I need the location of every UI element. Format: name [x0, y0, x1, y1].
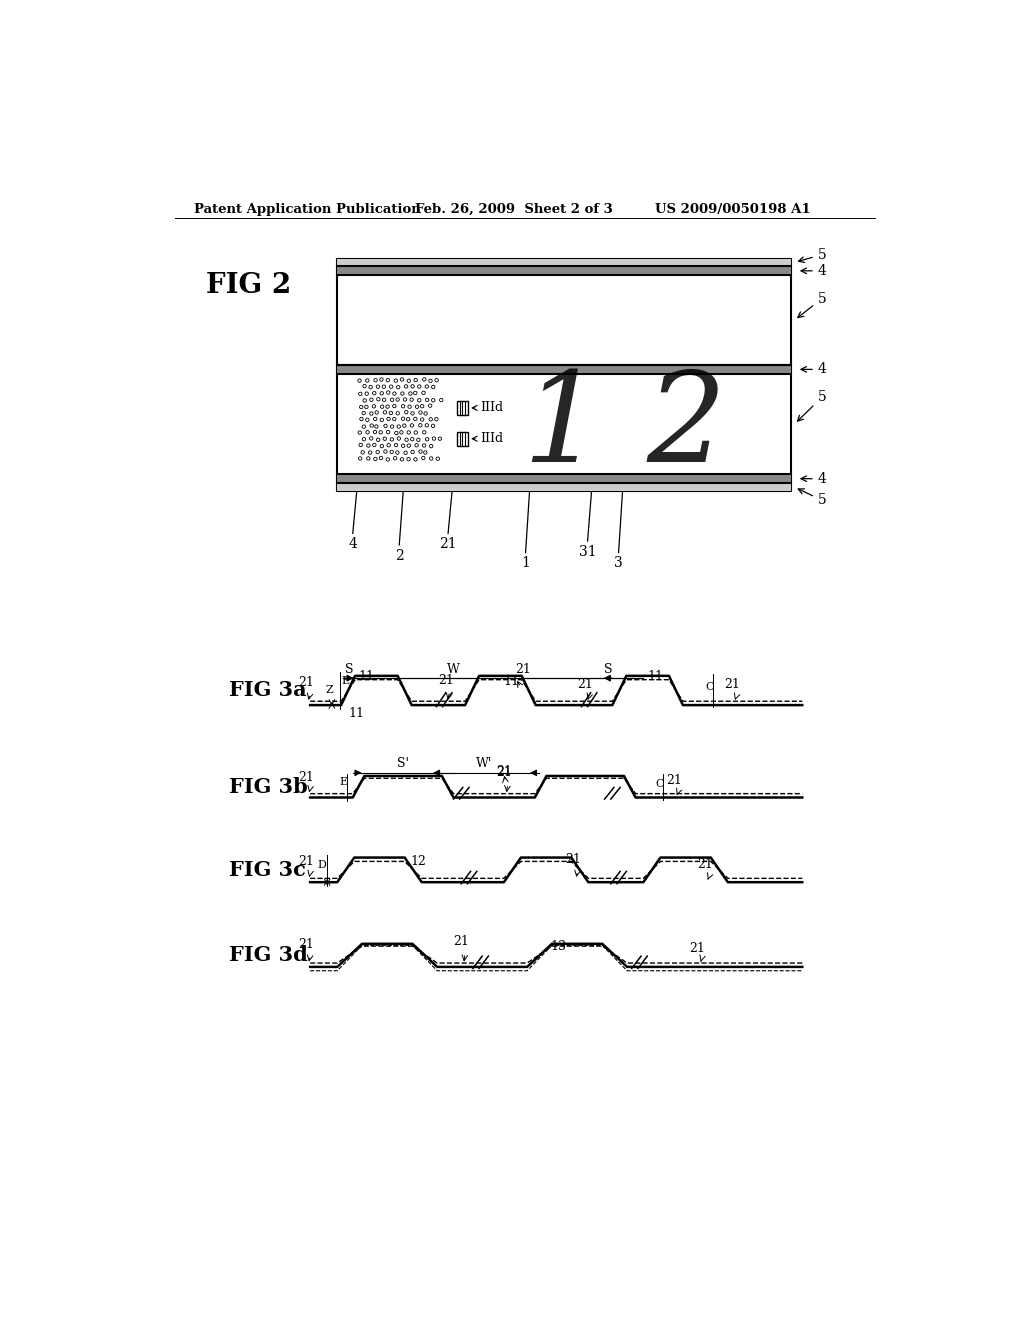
- Text: 11: 11: [358, 669, 375, 682]
- Bar: [337, 259, 791, 267]
- Text: W': W': [476, 758, 493, 771]
- Text: FIG 3a: FIG 3a: [228, 681, 306, 701]
- Text: E: E: [340, 777, 348, 787]
- Text: 21: 21: [298, 676, 314, 689]
- Text: IIId: IIId: [472, 401, 504, 414]
- Text: 1: 1: [521, 557, 530, 570]
- Text: FIG 3d: FIG 3d: [228, 945, 307, 965]
- Text: 1: 1: [522, 367, 602, 488]
- Text: 12: 12: [411, 855, 427, 869]
- Text: 21: 21: [298, 937, 314, 950]
- Text: C: C: [706, 682, 714, 693]
- Text: 21: 21: [439, 537, 457, 552]
- Text: 21: 21: [565, 853, 582, 866]
- Text: 11: 11: [504, 675, 519, 688]
- Text: 21: 21: [298, 771, 314, 784]
- Text: 21: 21: [697, 858, 714, 871]
- Text: W: W: [447, 663, 460, 676]
- Text: C: C: [655, 779, 664, 789]
- Text: 11: 11: [647, 669, 663, 682]
- Text: S: S: [345, 663, 354, 676]
- Text: S': S': [397, 758, 410, 771]
- Bar: [337, 364, 791, 374]
- Text: 21: 21: [298, 855, 314, 869]
- Text: 31: 31: [579, 545, 596, 558]
- Text: 11: 11: [348, 706, 365, 719]
- Text: 4: 4: [801, 264, 826, 277]
- Text: 21: 21: [438, 673, 454, 686]
- Text: 21: 21: [725, 678, 740, 692]
- Bar: [337, 267, 791, 276]
- Text: 5: 5: [798, 292, 826, 318]
- Bar: [458, 432, 468, 446]
- Text: 2: 2: [646, 367, 726, 488]
- Text: FIG 3c: FIG 3c: [228, 859, 305, 880]
- Text: 21: 21: [578, 678, 593, 692]
- Text: Patent Application Publication: Patent Application Publication: [194, 203, 421, 216]
- Text: US 2009/0050198 A1: US 2009/0050198 A1: [655, 203, 811, 216]
- Text: D: D: [317, 861, 327, 870]
- Text: 21: 21: [454, 936, 469, 948]
- Text: 21: 21: [496, 766, 512, 779]
- Text: FIG 3b: FIG 3b: [228, 776, 307, 797]
- Bar: [458, 401, 468, 414]
- Text: FIG 2: FIG 2: [206, 272, 291, 300]
- Text: S: S: [604, 663, 612, 676]
- Text: 2: 2: [395, 549, 403, 562]
- Text: 5: 5: [799, 248, 826, 263]
- Text: 4: 4: [348, 537, 357, 552]
- Text: 21: 21: [667, 774, 682, 787]
- Text: 4: 4: [801, 363, 826, 376]
- Bar: [337, 483, 791, 491]
- Text: Feb. 26, 2009  Sheet 2 of 3: Feb. 26, 2009 Sheet 2 of 3: [415, 203, 612, 216]
- Text: 21: 21: [496, 766, 512, 779]
- Bar: [337, 259, 791, 491]
- Text: E: E: [342, 676, 350, 686]
- Text: 13: 13: [550, 940, 566, 953]
- Text: IIId: IIId: [472, 432, 504, 445]
- Text: 5: 5: [799, 488, 826, 507]
- Text: 5: 5: [798, 391, 826, 421]
- Text: 21: 21: [690, 941, 706, 954]
- Text: Z: Z: [326, 685, 333, 694]
- Bar: [337, 474, 791, 483]
- Text: 21: 21: [515, 663, 531, 676]
- Text: 3: 3: [614, 557, 623, 570]
- Text: 4: 4: [801, 471, 826, 486]
